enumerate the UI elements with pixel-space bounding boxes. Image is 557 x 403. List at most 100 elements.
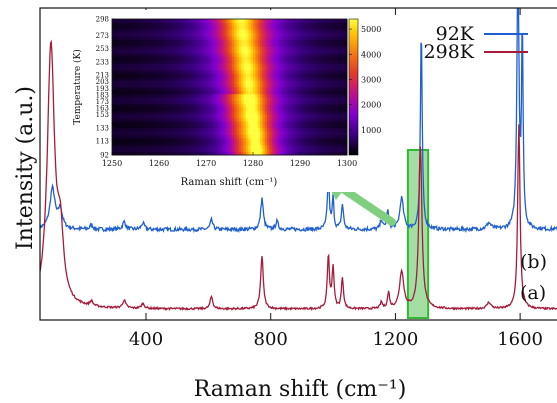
heatmap-cell xyxy=(116,32,120,37)
heatmap-cell xyxy=(335,131,338,135)
heatmap-cell xyxy=(215,134,219,139)
heatmap-cell xyxy=(206,107,209,112)
heatmap-cell xyxy=(328,49,331,54)
heatmap-cell xyxy=(187,39,190,44)
heatmap-cell xyxy=(283,63,287,67)
heatmap-cell xyxy=(208,56,212,61)
heatmap-cell xyxy=(337,66,341,71)
heatmap-cell xyxy=(215,141,219,146)
heatmap-cell xyxy=(147,127,150,132)
heatmap-cell xyxy=(255,104,259,108)
heatmap-cell xyxy=(126,151,129,156)
heatmap-cell xyxy=(135,29,139,33)
heatmap-cell xyxy=(231,42,235,47)
heatmap-cell xyxy=(330,73,334,78)
heatmap-cell xyxy=(208,134,212,139)
heatmap-cell xyxy=(335,59,338,64)
heatmap-cell xyxy=(330,70,334,74)
heatmap-cell xyxy=(182,59,186,64)
heatmap-cell xyxy=(278,134,282,139)
heatmap-cell xyxy=(210,134,214,139)
heatmap-cell xyxy=(276,49,280,54)
heatmap-cell xyxy=(238,141,242,146)
heatmap-cell xyxy=(210,114,214,118)
heatmap-cell xyxy=(149,83,153,88)
heatmap-cell xyxy=(262,104,266,108)
heatmap-cell xyxy=(151,138,155,142)
heatmap-cell xyxy=(234,131,237,135)
heatmap-cell xyxy=(142,42,146,47)
heatmap-cell xyxy=(278,151,282,156)
heatmap-cell xyxy=(224,134,228,139)
heatmap-cell xyxy=(257,32,261,37)
heatmap-cell xyxy=(292,25,296,30)
heatmap-cell xyxy=(128,22,132,27)
heatmap-cell xyxy=(307,22,310,27)
heatmap-cell xyxy=(213,56,216,61)
heatmap-cell xyxy=(144,107,148,112)
heatmap-cell xyxy=(170,25,174,30)
heatmap-cell xyxy=(337,39,341,44)
heatmap-cell xyxy=(321,32,324,37)
heatmap-cell xyxy=(149,151,153,156)
heatmap-cell xyxy=(156,73,160,78)
heatmap-cell xyxy=(213,39,216,44)
heatmap-cell xyxy=(121,148,125,152)
heatmap-cell xyxy=(307,121,310,125)
heatmap-cell xyxy=(191,22,195,27)
heatmap-cell xyxy=(316,80,320,84)
heatmap-cell xyxy=(285,93,289,98)
heatmap-cell xyxy=(227,29,230,33)
heatmap-cell xyxy=(300,97,303,101)
heatmap-cell xyxy=(133,76,136,81)
heatmap-cell xyxy=(316,141,320,146)
heatmap-cell xyxy=(224,70,228,74)
heatmap-cell xyxy=(325,134,329,139)
heatmap-cell xyxy=(260,93,263,98)
heatmap-cell xyxy=(203,49,207,54)
heatmap-cell xyxy=(182,114,186,118)
heatmap-cell xyxy=(114,93,118,98)
heatmap-cell xyxy=(255,114,259,118)
heatmap-cell xyxy=(151,104,155,108)
heatmap-cell xyxy=(161,39,165,44)
heatmap-cell xyxy=(335,36,338,40)
heatmap-cell xyxy=(220,73,223,78)
heatmap-cell xyxy=(304,93,308,98)
heatmap-cell xyxy=(278,144,282,149)
heatmap-cell xyxy=(316,42,320,47)
heatmap-cell xyxy=(135,117,139,122)
heatmap-cell xyxy=(271,25,275,30)
heatmap-cell xyxy=(274,124,277,129)
heatmap-cell xyxy=(283,97,287,101)
heatmap-cell xyxy=(191,110,195,115)
heatmap-cell xyxy=(163,134,167,139)
heatmap-cell xyxy=(229,36,233,40)
heatmap-cell xyxy=(137,70,141,74)
heatmap-cell xyxy=(208,63,212,67)
heatmap-cell xyxy=(274,42,277,47)
heatmap-cell xyxy=(318,80,322,84)
heatmap-cell xyxy=(274,151,277,156)
heatmap-cell xyxy=(257,49,261,54)
heatmap-cell xyxy=(344,59,348,64)
heatmap-cell xyxy=(283,117,287,122)
heatmap-cell xyxy=(311,22,315,27)
heatmap-cell xyxy=(140,25,143,30)
heatmap-cell xyxy=(250,93,254,98)
heatmap-cell xyxy=(187,87,190,91)
heatmap-cell xyxy=(288,121,291,125)
heatmap-cell xyxy=(213,59,216,64)
heatmap-cell xyxy=(231,80,235,84)
heatmap-cell xyxy=(130,121,134,125)
heatmap-cell xyxy=(248,127,252,132)
heatmap-cell xyxy=(262,39,266,44)
heatmap-cell xyxy=(236,56,240,61)
heatmap-cell xyxy=(215,131,219,135)
heatmap-cell xyxy=(325,46,329,50)
heatmap-cell xyxy=(144,63,148,67)
heatmap-cell xyxy=(234,148,237,152)
heatmap-cell xyxy=(137,46,141,50)
heatmap-cell xyxy=(198,117,202,122)
heatmap-cell xyxy=(126,36,129,40)
